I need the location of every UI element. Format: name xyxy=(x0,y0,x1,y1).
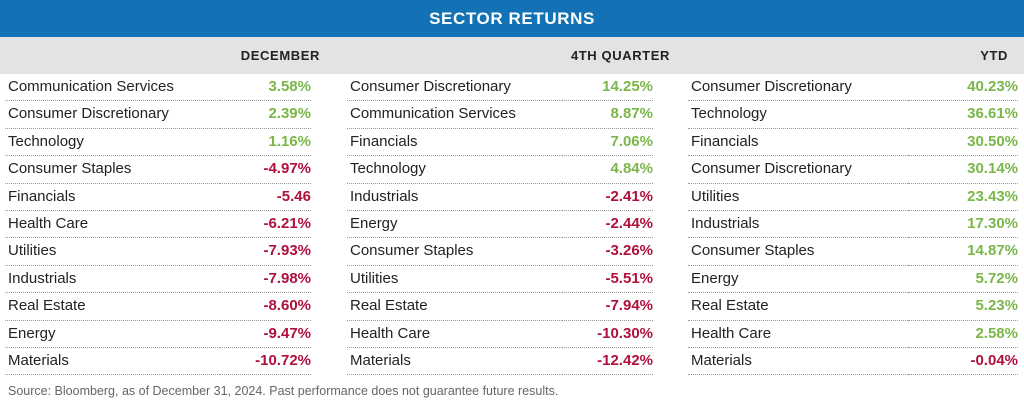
table-row: Health Care -6.21% Energy -2.44% Industrials… xyxy=(0,211,1024,239)
return-value-4th-quarter: 7.06% xyxy=(562,129,653,157)
return-value-4th-quarter: -2.44% xyxy=(562,211,653,239)
return-value-december: -5.46 xyxy=(220,184,311,211)
return-value-december: 1.16% xyxy=(220,129,311,157)
return-value-december: -10.72% xyxy=(220,348,311,376)
return-value-ytd: 30.50% xyxy=(908,129,1018,157)
source-footnote: Source: Bloomberg, as of December 31, 20… xyxy=(8,384,559,398)
table-row: Consumer Staples -4.97% Technology 4.84% Con… xyxy=(0,156,1024,184)
return-value-4th-quarter: -7.94% xyxy=(562,293,653,321)
sector-name-4th-quarter: Utilities xyxy=(347,266,562,294)
return-value-4th-quarter: 4.84% xyxy=(562,156,653,184)
table-row: Utilities -7.93% Consumer Staples -3.26% Con… xyxy=(0,238,1024,266)
sector-name-december: Industrials xyxy=(5,266,220,294)
table-row: Financials -5.46 Industrials -2.41% Utilitie… xyxy=(0,184,1024,211)
table-row: Real Estate -8.60% Real Estate -7.94% Real E… xyxy=(0,293,1024,321)
return-value-december: -6.21% xyxy=(220,211,311,239)
return-value-ytd: -0.04% xyxy=(908,348,1018,376)
return-value-december: -8.60% xyxy=(220,293,311,321)
sector-name-4th-quarter: Health Care xyxy=(347,321,562,348)
return-value-4th-quarter: 8.87% xyxy=(562,101,653,129)
sector-name-december: Utilities xyxy=(5,238,220,266)
return-value-4th-quarter: -5.51% xyxy=(562,266,653,294)
table-row: Consumer Discretionary 2.39% Communication… xyxy=(0,101,1024,129)
sector-name-4th-quarter: Consumer Discretionary xyxy=(347,74,562,102)
return-value-ytd: 30.14% xyxy=(908,156,1018,184)
return-value-ytd: 5.23% xyxy=(908,293,1018,321)
return-value-4th-quarter: -12.42% xyxy=(562,348,653,376)
return-value-ytd: 14.87% xyxy=(908,238,1018,266)
sector-name-4th-quarter: Financials xyxy=(347,129,562,157)
sector-returns-table: Communication Services 3.58% Consumer Disc… xyxy=(0,74,1024,376)
sector-name-ytd: Financials xyxy=(688,129,908,157)
table-row: Energy -9.47% Health Care -10.30% Health Car… xyxy=(0,321,1024,348)
table-row: Communication Services 3.58% Consumer Disc… xyxy=(0,74,1024,102)
return-value-ytd: 5.72% xyxy=(908,266,1018,294)
return-value-december: -4.97% xyxy=(220,156,311,184)
sector-name-december: Energy xyxy=(5,321,220,348)
return-value-4th-quarter: -3.26% xyxy=(562,238,653,266)
table-title-bar: SECTOR RETURNS xyxy=(0,0,1024,37)
sector-name-ytd: Energy xyxy=(688,266,908,294)
sector-name-ytd: Materials xyxy=(688,348,908,376)
sector-name-december: Real Estate xyxy=(5,293,220,321)
return-value-ytd: 36.61% xyxy=(908,101,1018,129)
return-value-ytd: 2.58% xyxy=(908,321,1018,348)
sector-name-ytd: Health Care xyxy=(688,321,908,348)
sector-name-ytd: Real Estate xyxy=(688,293,908,321)
return-value-4th-quarter: 14.25% xyxy=(562,74,653,102)
return-value-ytd: 17.30% xyxy=(908,211,1018,239)
sector-name-ytd: Utilities xyxy=(688,184,908,211)
sector-name-december: Consumer Staples xyxy=(5,156,220,184)
table-row: Technology 1.16% Financials 7.06% Financials… xyxy=(0,129,1024,157)
sector-name-ytd: Consumer Discretionary xyxy=(688,74,908,102)
sector-name-december: Financials xyxy=(5,184,220,211)
return-value-ytd: 23.43% xyxy=(908,184,1018,211)
return-value-december: 3.58% xyxy=(220,74,311,102)
sector-name-december: Health Care xyxy=(5,211,220,239)
sector-name-ytd: Consumer Discretionary xyxy=(688,156,908,184)
return-value-december: 2.39% xyxy=(220,101,311,129)
sector-name-ytd: Industrials xyxy=(688,211,908,239)
table-title: SECTOR RETURNS xyxy=(429,8,595,28)
column-header-ytd: YTD xyxy=(980,48,1008,63)
table-row: Industrials -7.98% Utilities -5.51% Energy 5.… xyxy=(0,266,1024,294)
column-header-4th-quarter: 4TH QUARTER xyxy=(570,48,670,63)
sector-name-4th-quarter: Industrials xyxy=(347,184,562,211)
sector-name-december: Materials xyxy=(5,348,220,376)
column-header-december: DECEMBER xyxy=(240,48,320,63)
sector-name-4th-quarter: Communication Services xyxy=(347,101,562,129)
sector-name-4th-quarter: Technology xyxy=(347,156,562,184)
sector-name-december: Consumer Discretionary xyxy=(5,101,220,129)
return-value-4th-quarter: -2.41% xyxy=(562,184,653,211)
return-value-december: -7.98% xyxy=(220,266,311,294)
return-value-december: -7.93% xyxy=(220,238,311,266)
sector-name-4th-quarter: Materials xyxy=(347,348,562,376)
sector-name-december: Technology xyxy=(5,129,220,157)
return-value-december: -9.47% xyxy=(220,321,311,348)
sector-name-4th-quarter: Energy xyxy=(347,211,562,239)
sector-name-ytd: Consumer Staples xyxy=(688,238,908,266)
table-row: Materials -10.72% Materials -12.42% Material… xyxy=(0,348,1024,376)
return-value-4th-quarter: -10.30% xyxy=(562,321,653,348)
return-value-ytd: 40.23% xyxy=(908,74,1018,102)
sector-name-4th-quarter: Real Estate xyxy=(347,293,562,321)
sector-name-4th-quarter: Consumer Staples xyxy=(347,238,562,266)
sector-name-december: Communication Services xyxy=(5,74,220,102)
sector-name-ytd: Technology xyxy=(688,101,908,129)
column-header-row: DECEMBER 4TH QUARTER YTD xyxy=(0,37,1024,74)
